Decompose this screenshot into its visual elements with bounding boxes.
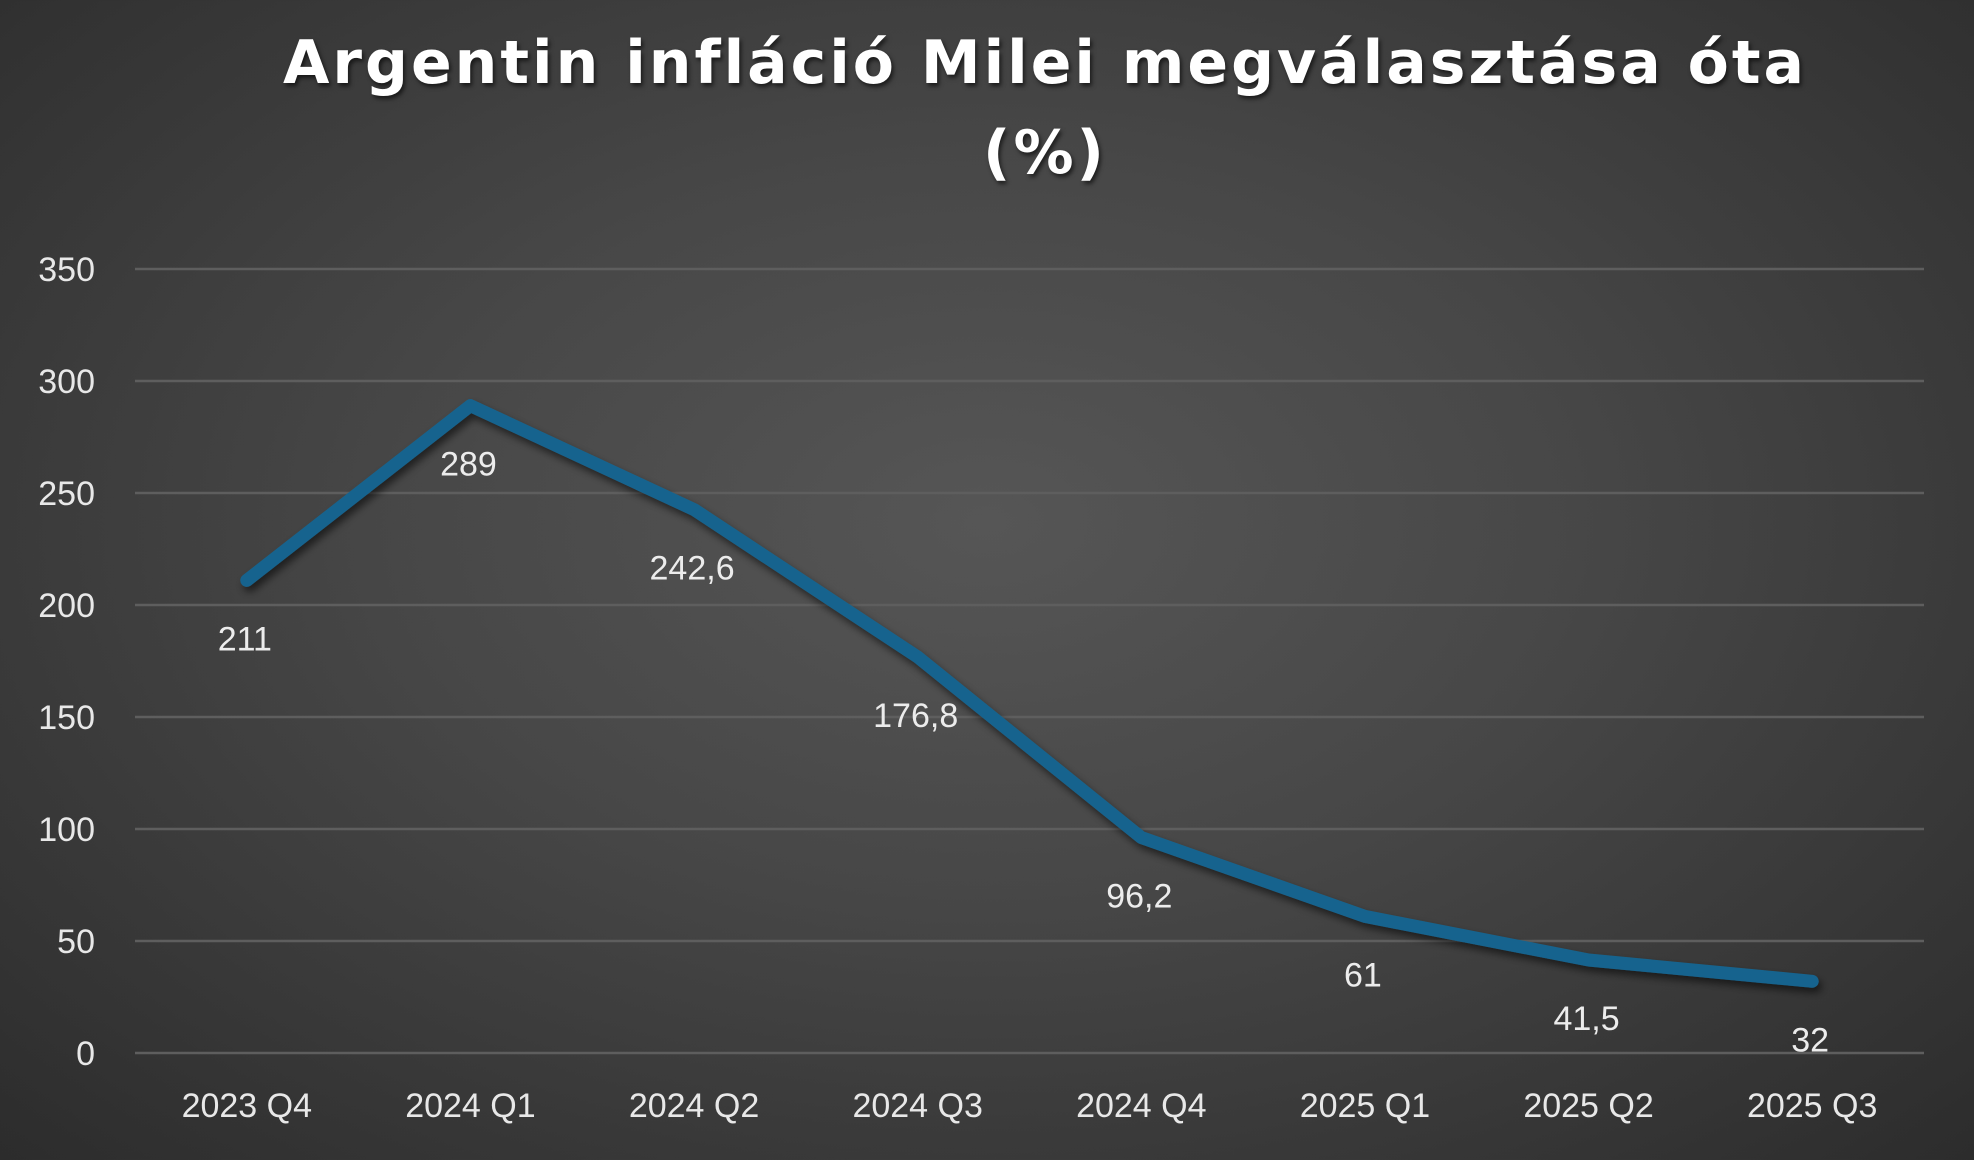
y-tick-label: 200 bbox=[38, 587, 95, 625]
x-tick-label: 2025 Q3 bbox=[1747, 1087, 1877, 1125]
x-tick-label: 2024 Q2 bbox=[629, 1087, 759, 1125]
x-tick-label: 2025 Q2 bbox=[1523, 1087, 1653, 1125]
y-tick-label: 300 bbox=[38, 363, 95, 401]
chart-title-line1: Argentin infláció Milei megválasztása ót… bbox=[282, 28, 1807, 98]
x-axis: 2023 Q4 2024 Q1 2024 Q2 2024 Q3 2024 Q4 2025 … bbox=[182, 1087, 1878, 1125]
data-label: 41,5 bbox=[1553, 1000, 1619, 1038]
data-label: 289 bbox=[440, 446, 497, 484]
y-tick-label: 150 bbox=[38, 699, 95, 737]
inflation-series-line bbox=[240, 399, 1819, 988]
x-tick-label: 2023 Q4 bbox=[182, 1087, 312, 1125]
chart-title: Argentin infláció Milei megválasztása ót… bbox=[0, 18, 1974, 198]
data-label: 211 bbox=[218, 620, 272, 658]
y-axis: 0 50 100 150 200 250 300 350 bbox=[38, 251, 95, 1073]
y-tick-label: 350 bbox=[38, 251, 95, 289]
y-tick-label: 250 bbox=[38, 475, 95, 513]
gridlines bbox=[135, 267, 1924, 1055]
data-label: 96,2 bbox=[1106, 878, 1172, 916]
data-label: 242,6 bbox=[650, 550, 735, 588]
y-tick-label: 100 bbox=[38, 811, 95, 849]
x-tick-label: 2024 Q4 bbox=[1076, 1087, 1206, 1125]
data-label: 61 bbox=[1344, 956, 1382, 994]
y-tick-label: 0 bbox=[76, 1035, 95, 1073]
x-tick-label: 2024 Q1 bbox=[405, 1087, 535, 1125]
data-label: 176,8 bbox=[873, 697, 958, 735]
data-labels: 211 289 242,6 176,8 96,2 61 41,5 32 bbox=[218, 446, 1829, 1060]
y-tick-label: 50 bbox=[57, 923, 95, 961]
data-label: 32 bbox=[1791, 1021, 1829, 1059]
x-tick-label: 2024 Q3 bbox=[852, 1087, 982, 1125]
chart-title-line2: (%) bbox=[983, 118, 1107, 188]
x-tick-label: 2025 Q1 bbox=[1300, 1087, 1430, 1125]
